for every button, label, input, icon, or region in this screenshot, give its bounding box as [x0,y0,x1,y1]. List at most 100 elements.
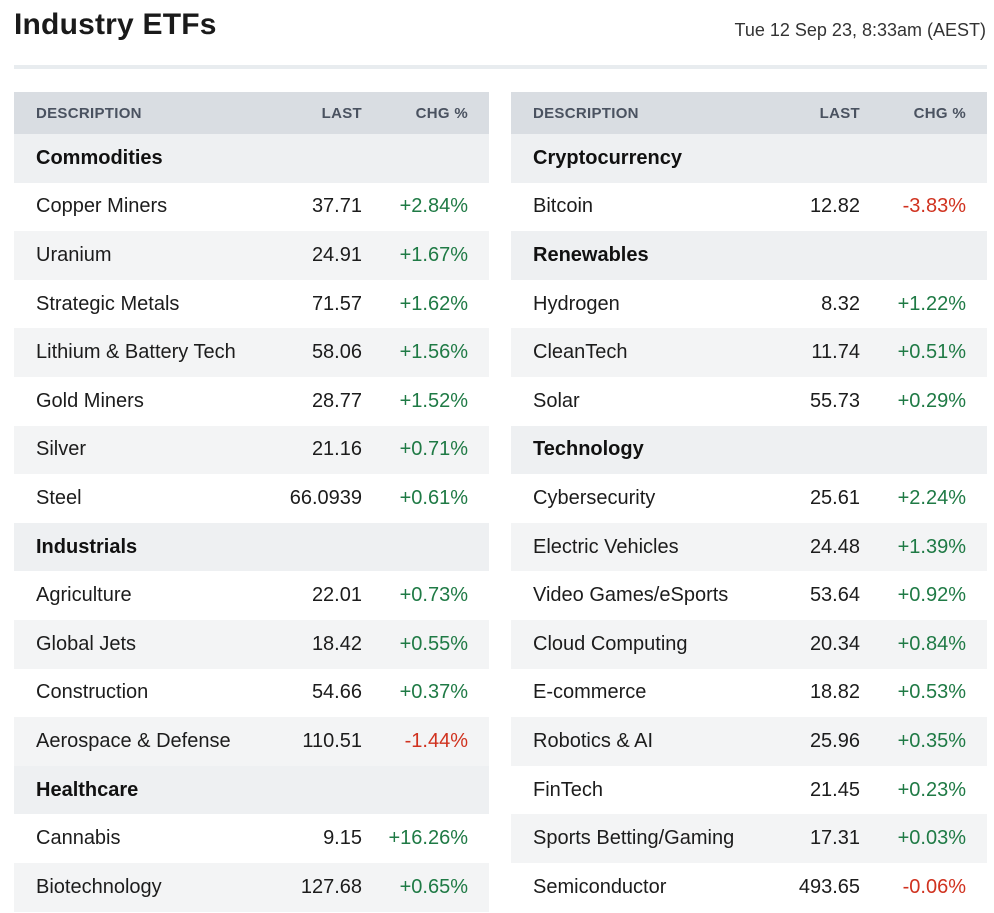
last-price: 28.77 [311,389,362,412]
etf-name: Steel [36,486,82,509]
table-header: DESCRIPTION LAST CHG % [14,92,489,134]
last-price: 58.06 [311,341,362,364]
last-price: 110.51 [302,729,362,752]
table-row[interactable]: Cybersecurity 25.61 +2.24% [511,474,987,523]
group-header: Renewables [511,231,987,280]
change-percent: +0.51% [897,341,966,364]
table-row[interactable]: Uranium 24.91 +1.67% [14,231,489,280]
group-name: Technology [533,438,644,461]
last-price: 24.48 [809,535,860,558]
column-header-chg[interactable]: CHG % [913,104,966,122]
change-percent: +2.24% [897,486,966,509]
divider [14,65,987,69]
change-percent: +0.84% [897,632,966,655]
etf-name: Hydrogen [533,292,620,315]
etf-name: Bitcoin [533,195,594,218]
etf-name: Global Jets [36,632,137,655]
column-header-description[interactable]: DESCRIPTION [36,104,142,122]
change-percent: +1.52% [399,389,468,412]
change-percent: +16.26% [388,827,468,850]
table-row[interactable]: Robotics & AI 25.96 +0.35% [511,717,987,766]
etf-name: Robotics & AI [533,729,654,752]
group-name: Industrials [36,535,138,558]
etf-name: Gold Miners [36,389,144,412]
etf-name: Uranium [36,243,112,266]
etf-name: Cloud Computing [533,632,688,655]
table-row[interactable]: Global Jets 18.42 +0.55% [14,619,489,669]
table-row[interactable]: Cloud Computing 20.34 +0.84% [511,619,987,669]
table-row[interactable]: Copper Miners 37.71 +2.84% [14,183,489,232]
last-price: 11.74 [811,341,860,364]
last-price: 37.71 [311,195,362,218]
last-price: 493.65 [798,875,860,898]
table-row[interactable]: Sports Betting/Gaming 17.31 +0.03% [511,814,987,863]
change-percent: +0.92% [897,584,966,607]
last-price: 71.57 [311,292,362,315]
change-percent: +0.29% [897,389,966,412]
change-percent: -0.06% [902,875,966,898]
etf-table-left: DESCRIPTION LAST CHG % Commodities Copper… [14,92,489,912]
etf-name: Cybersecurity [533,486,656,509]
etf-name: Electric Vehicles [533,535,679,558]
change-percent: +0.35% [897,729,966,752]
page-title: Industry ETFs [14,8,217,41]
column-header-chg[interactable]: CHG % [415,104,468,122]
last-price: 21.45 [809,778,860,801]
table-row[interactable]: CleanTech 11.74 +0.51% [511,328,987,377]
last-price: 21.16 [311,438,362,461]
column-header-last[interactable]: LAST [819,104,860,122]
etf-name: Lithium & Battery Tech [36,341,236,364]
etf-name: CleanTech [533,341,628,364]
table-row[interactable]: Steel 66.0939 +0.61% [14,474,489,523]
table-row[interactable]: FinTech 21.45 +0.23% [511,766,987,815]
change-percent: +1.39% [897,535,966,558]
last-price: 53.64 [809,584,860,607]
last-price: 22.01 [311,584,362,607]
table-row[interactable]: Lithium & Battery Tech 58.06 +1.56% [14,328,489,377]
table-row[interactable]: Bitcoin 12.82 -3.83% [511,183,987,232]
table-row[interactable]: Solar 55.73 +0.29% [511,377,987,426]
group-name: Commodities [36,146,163,169]
change-percent: +2.84% [399,195,468,218]
change-percent: +1.22% [897,292,966,315]
table-row[interactable]: Agriculture 22.01 +0.73% [14,571,489,620]
group-header: Healthcare [14,765,489,815]
etf-table-right: DESCRIPTION LAST CHG % Cryptocurrency Bit… [511,92,987,912]
table-row[interactable]: Gold Miners 28.77 +1.52% [14,377,489,426]
last-price: 25.61 [809,486,860,509]
table-row[interactable]: Electric Vehicles 24.48 +1.39% [511,522,987,572]
etf-name: Solar [533,389,580,412]
last-price: 54.66 [311,681,362,704]
column-header-description[interactable]: DESCRIPTION [533,104,639,122]
etf-name: Silver [36,438,87,461]
last-price: 55.73 [809,389,860,412]
table-row[interactable]: Construction 54.66 +0.37% [14,669,489,718]
group-header: Commodities [14,134,489,183]
change-percent: +0.55% [399,632,468,655]
table-header: DESCRIPTION LAST CHG % [511,92,987,134]
table-row[interactable]: E-commerce 18.82 +0.53% [511,669,987,718]
table-row[interactable]: Video Games/eSports 53.64 +0.92% [511,571,987,620]
last-price: 24.91 [311,243,362,266]
table-row[interactable]: Silver 21.16 +0.71% [14,425,489,475]
table-row[interactable]: Cannabis 9.15 +16.26% [14,814,489,863]
etf-name: FinTech [533,778,604,801]
etf-name: E-commerce [533,681,647,704]
etf-name: Copper Miners [36,195,168,218]
table-row[interactable]: Hydrogen 8.32 +1.22% [511,280,987,329]
change-percent: +1.62% [399,292,468,315]
group-name: Renewables [533,243,649,266]
table-row[interactable]: Semiconductor 493.65 -0.06% [511,863,987,912]
change-percent: +1.56% [399,341,468,364]
etf-name: Agriculture [36,584,132,607]
change-percent: +0.23% [897,778,966,801]
last-price: 8.32 [821,292,860,315]
table-row[interactable]: Aerospace & Defense 110.51 -1.44% [14,717,489,766]
table-row[interactable]: Strategic Metals 71.57 +1.62% [14,280,489,329]
group-name: Healthcare [36,778,139,801]
table-row[interactable]: Biotechnology 127.68 +0.65% [14,862,489,912]
column-header-last[interactable]: LAST [321,104,362,122]
etf-name: Semiconductor [533,875,667,898]
etf-name: Sports Betting/Gaming [533,827,735,850]
last-price: 12.82 [809,195,860,218]
